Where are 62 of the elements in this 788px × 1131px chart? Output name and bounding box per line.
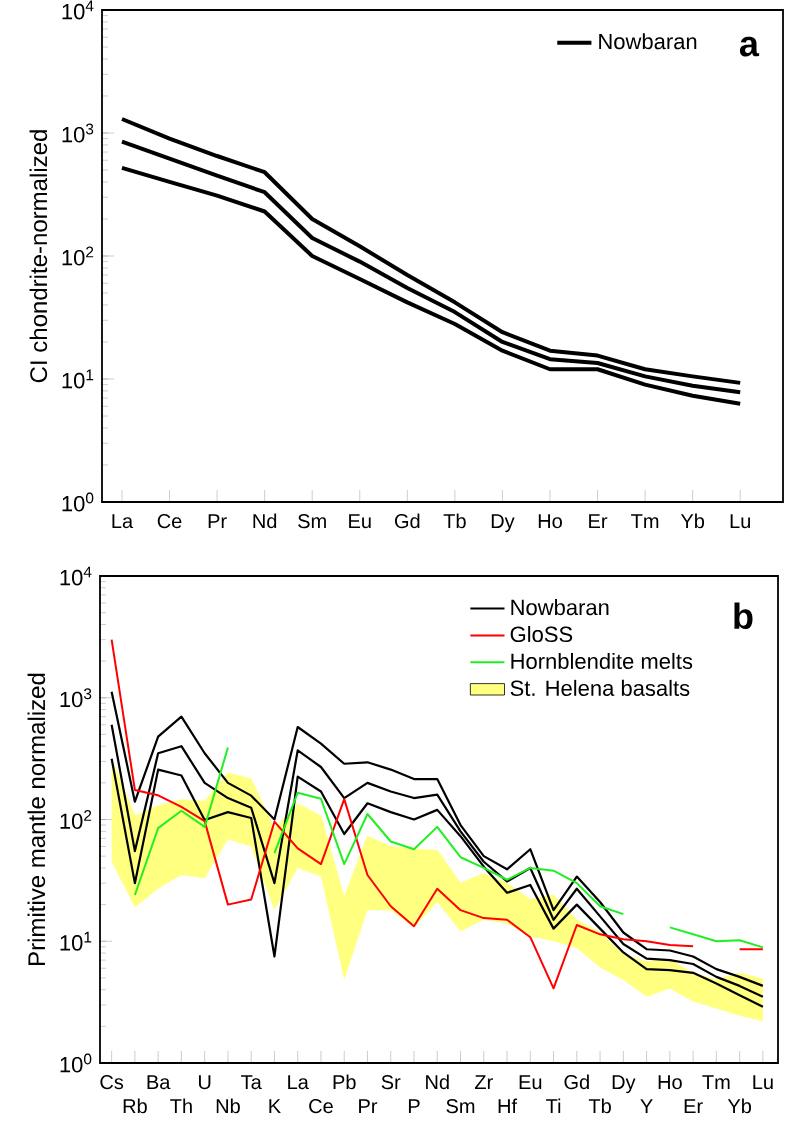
x-tick-label: Eu bbox=[349, 514, 371, 529]
x-tick-label: Sm bbox=[446, 1099, 475, 1114]
x-tick-label: Tm bbox=[631, 514, 659, 528]
annotation: a bbox=[739, 36, 760, 57]
y-tick-label: 10$^{0}$ bbox=[62, 492, 94, 512]
legend-label: Nowbaran bbox=[511, 599, 609, 616]
x-tick-label: La bbox=[288, 1075, 309, 1090]
x-tick-label: Eu bbox=[519, 1075, 542, 1090]
legend-label: Nowbaran bbox=[599, 33, 697, 50]
y-tick-label: 10$^{4}$ bbox=[60, 566, 92, 586]
x-tick-label: Lu bbox=[730, 514, 750, 529]
x-tick-label: Hf bbox=[498, 1098, 518, 1113]
x-tick-label: Nb bbox=[216, 1098, 240, 1114]
y-tick-label: 10$^{2}$ bbox=[60, 810, 92, 829]
x-tick-label: Nd bbox=[426, 1074, 449, 1090]
x-tick-label: Gd bbox=[394, 513, 420, 529]
x-tick-label: Er bbox=[589, 514, 608, 528]
legend-label: GloSS bbox=[510, 625, 573, 643]
x-tick-label: K bbox=[269, 1099, 281, 1113]
x-tick-label: Er bbox=[684, 1099, 703, 1113]
x-tick-label: La bbox=[112, 514, 134, 529]
x-tick-label: Tm bbox=[702, 1075, 730, 1089]
x-tick-label: Lu bbox=[753, 1075, 773, 1090]
x-tick-label: Yb bbox=[727, 1098, 752, 1114]
y-tick-label: 10$^{1}$ bbox=[60, 931, 92, 951]
x-tick-label: Ho bbox=[538, 514, 562, 529]
x-tick-label: Ti bbox=[546, 1098, 561, 1113]
x-tick-label: Sr bbox=[381, 1075, 401, 1090]
x-tick-label: Ce bbox=[157, 514, 182, 529]
x-tick-label: Rb bbox=[123, 1098, 147, 1114]
x-tick-label: Nd bbox=[253, 513, 277, 529]
x-tick-label: Cs bbox=[100, 1075, 124, 1090]
y-tick-label: 10$^{3}$ bbox=[60, 688, 92, 708]
annotation: b bbox=[734, 602, 753, 629]
x-tick-label: Tb bbox=[588, 1098, 611, 1114]
x-tick-label: Ho bbox=[658, 1075, 682, 1090]
x-tick-label: Tb bbox=[443, 513, 466, 529]
x-tick-label: Ba bbox=[147, 1075, 171, 1090]
x-tick-label: P bbox=[408, 1099, 420, 1113]
y-axis-title: CI chondrite-normalized bbox=[29, 130, 48, 383]
x-tick-label: U bbox=[198, 1075, 211, 1090]
y-axis-title: Primitive mantle normalized bbox=[27, 673, 46, 965]
x-tick-label: Pr bbox=[208, 514, 227, 528]
y-tick-label: 10$^{0}$ bbox=[60, 1053, 92, 1073]
y-tick-label: 10$^{1}$ bbox=[62, 369, 94, 389]
x-tick-label: Sm bbox=[298, 514, 326, 529]
legend-label: St. Helena basalts bbox=[510, 679, 690, 696]
x-tick-label: Dy bbox=[491, 514, 515, 533]
y-tick-label: 10$^{4}$ bbox=[62, 0, 94, 20]
x-tick-label: Th bbox=[170, 1098, 192, 1113]
x-tick-label: Pr bbox=[359, 1099, 378, 1113]
x-tick-label: Yb bbox=[680, 513, 705, 529]
x-tick-label: Ta bbox=[241, 1075, 262, 1090]
x-tick-label: Zr bbox=[474, 1075, 493, 1089]
x-tick-label: Ce bbox=[309, 1099, 333, 1114]
x-tick-label: Pb bbox=[333, 1074, 356, 1090]
legend-label: Hornblendite melts bbox=[511, 652, 693, 670]
y-tick-label: 10$^{2}$ bbox=[62, 246, 94, 266]
y-tick-label: 10$^{3}$ bbox=[62, 123, 94, 143]
x-tick-label: Y bbox=[640, 1099, 653, 1113]
x-tick-label: Gd bbox=[564, 1074, 589, 1090]
x-tick-label: Dy bbox=[612, 1075, 636, 1094]
